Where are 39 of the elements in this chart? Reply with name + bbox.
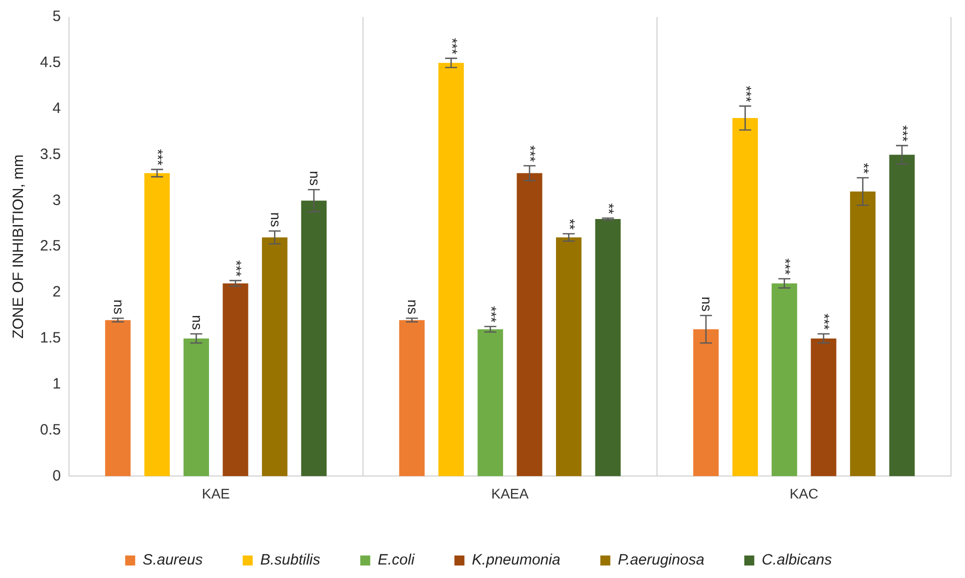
y-tick-label: 2.5 bbox=[40, 238, 61, 255]
x-tick-label: KAEA bbox=[491, 485, 530, 502]
y-tick-label: 0.5 bbox=[40, 421, 61, 438]
y-tick-label: 3 bbox=[52, 192, 61, 209]
data-label: *** bbox=[895, 125, 912, 142]
data-label: *** bbox=[522, 145, 539, 162]
data-label: *** bbox=[483, 306, 500, 324]
data-label: *** bbox=[778, 258, 794, 276]
y-tick-label: 4.5 bbox=[40, 54, 61, 72]
legend-label: E.coli bbox=[378, 552, 416, 569]
x-tick-label: KAC bbox=[790, 485, 818, 502]
y-axis-title: ZONE OF INHIBITION, mm bbox=[10, 154, 28, 339]
data-label: ** bbox=[601, 203, 618, 215]
data-label: ns bbox=[268, 212, 284, 227]
data-label: ns bbox=[307, 170, 324, 186]
y-tick-label: 0 bbox=[52, 467, 61, 484]
legend-label: K.pneumonia bbox=[472, 552, 560, 569]
data-label: ** bbox=[562, 218, 578, 230]
data-label: ** bbox=[856, 162, 872, 174]
y-tick-label: 2 bbox=[52, 284, 61, 301]
data-label: ns bbox=[189, 315, 206, 330]
legend-label: S.aureus bbox=[142, 552, 204, 569]
data-label: *** bbox=[228, 260, 245, 278]
legend-label: P.aeruginosa bbox=[618, 552, 704, 569]
data-label: *** bbox=[444, 38, 460, 55]
y-tick-label: 5 bbox=[52, 8, 61, 26]
data-label: ns bbox=[111, 299, 127, 314]
y-tick-label: 3.5 bbox=[40, 146, 61, 163]
data-label: ns bbox=[699, 296, 716, 312]
data-label: *** bbox=[738, 86, 754, 103]
legend-label: C.albicans bbox=[762, 552, 832, 569]
y-tick-label: 1 bbox=[52, 376, 61, 392]
x-tick-label: KAE bbox=[202, 485, 230, 502]
data-label: *** bbox=[816, 313, 833, 330]
y-tick-label: 4 bbox=[52, 100, 61, 117]
data-label: *** bbox=[150, 149, 166, 166]
y-tick-label: 1.5 bbox=[40, 330, 61, 347]
legend-label: B.subtilis bbox=[260, 552, 321, 569]
data-label: ns bbox=[405, 299, 422, 314]
